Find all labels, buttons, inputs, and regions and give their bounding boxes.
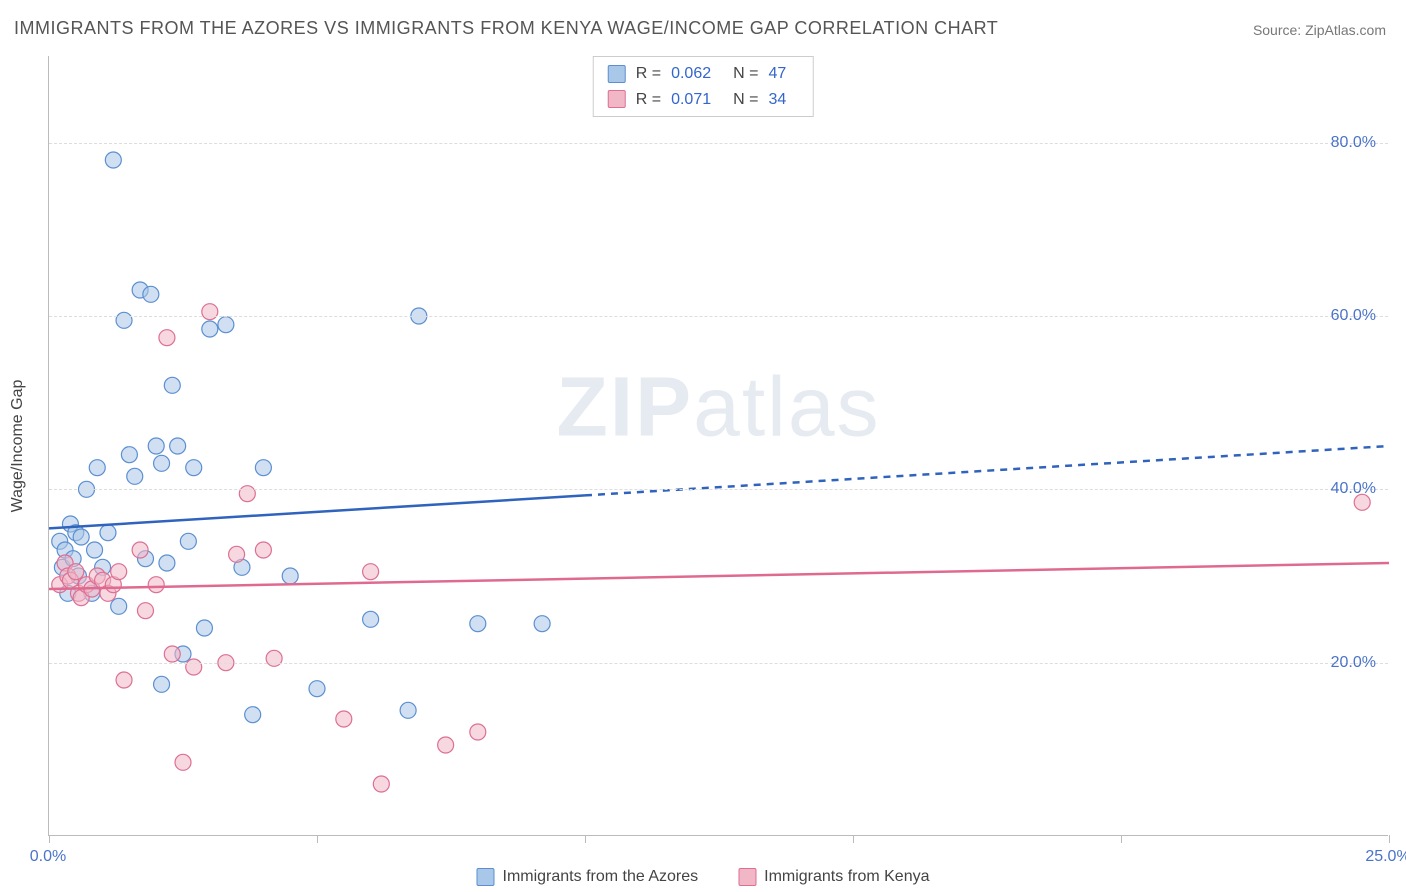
gridline — [49, 489, 1388, 490]
scatter-point — [470, 616, 486, 632]
scatter-point — [196, 620, 212, 636]
chart-title: IMMIGRANTS FROM THE AZORES VS IMMIGRANTS… — [14, 18, 998, 39]
scatter-point — [127, 468, 143, 484]
trend-line-solid — [49, 495, 585, 528]
n-value-0: 47 — [768, 61, 786, 87]
legend-swatch-azores — [476, 868, 494, 886]
scatter-point — [170, 438, 186, 454]
scatter-point — [154, 455, 170, 471]
x-tick — [317, 835, 318, 843]
scatter-point — [373, 776, 389, 792]
scatter-point — [336, 711, 352, 727]
scatter-point — [154, 676, 170, 692]
chart-svg — [49, 56, 1388, 835]
scatter-point — [218, 317, 234, 333]
scatter-point — [105, 152, 121, 168]
scatter-point — [132, 542, 148, 558]
x-tick — [853, 835, 854, 843]
scatter-point — [245, 707, 261, 723]
scatter-point — [111, 564, 127, 580]
scatter-point — [186, 659, 202, 675]
scatter-point — [148, 438, 164, 454]
scatter-point — [266, 650, 282, 666]
scatter-point — [255, 542, 271, 558]
swatch-kenya — [608, 90, 626, 108]
scatter-point — [470, 724, 486, 740]
swatch-azores — [608, 65, 626, 83]
legend-item-1: Immigrants from Kenya — [738, 868, 929, 886]
gridline — [49, 316, 1388, 317]
scatter-point — [239, 486, 255, 502]
scatter-point — [363, 611, 379, 627]
scatter-point — [186, 460, 202, 476]
scatter-point — [202, 321, 218, 337]
y-axis-label: Wage/Income Gap — [9, 380, 27, 513]
y-tick-label: 60.0% — [1331, 307, 1376, 325]
scatter-point — [87, 542, 103, 558]
trend-line-dashed — [585, 446, 1389, 495]
scatter-point — [180, 533, 196, 549]
scatter-point — [534, 616, 550, 632]
scatter-point — [438, 737, 454, 753]
scatter-point — [400, 702, 416, 718]
scatter-point — [116, 672, 132, 688]
stats-row-1: R = 0.071 N = 34 — [608, 87, 799, 113]
stats-row-0: R = 0.062 N = 47 — [608, 61, 799, 87]
y-tick-label: 80.0% — [1331, 134, 1376, 152]
x-tick — [49, 835, 50, 843]
legend-label-0: Immigrants from the Azores — [502, 868, 698, 886]
n-label-0: N = — [733, 61, 758, 87]
r-value-1: 0.071 — [671, 87, 711, 113]
scatter-point — [100, 525, 116, 541]
scatter-point — [229, 546, 245, 562]
legend-label-1: Immigrants from Kenya — [764, 868, 929, 886]
stats-box: R = 0.062 N = 47 R = 0.071 N = 34 — [593, 56, 814, 117]
scatter-point — [282, 568, 298, 584]
scatter-point — [111, 598, 127, 614]
x-tick-label: 0.0% — [30, 848, 66, 866]
r-label-0: R = — [636, 61, 661, 87]
source-label: Source: ZipAtlas.com — [1253, 22, 1386, 38]
r-value-0: 0.062 — [671, 61, 711, 87]
n-value-1: 34 — [768, 87, 786, 113]
scatter-point — [121, 447, 137, 463]
scatter-point — [202, 304, 218, 320]
y-tick-label: 40.0% — [1331, 480, 1376, 498]
gridline — [49, 143, 1388, 144]
x-tick — [585, 835, 586, 843]
r-label-1: R = — [636, 87, 661, 113]
scatter-point — [175, 754, 191, 770]
scatter-point — [164, 646, 180, 662]
legend-swatch-kenya — [738, 868, 756, 886]
scatter-point — [68, 564, 84, 580]
scatter-point — [116, 312, 132, 328]
scatter-point — [73, 529, 89, 545]
scatter-point — [255, 460, 271, 476]
scatter-point — [143, 286, 159, 302]
scatter-point — [137, 603, 153, 619]
y-tick-label: 20.0% — [1331, 654, 1376, 672]
x-tick — [1121, 835, 1122, 843]
bottom-legend: Immigrants from the Azores Immigrants fr… — [476, 868, 929, 886]
scatter-point — [363, 564, 379, 580]
scatter-point — [159, 330, 175, 346]
scatter-point — [164, 377, 180, 393]
scatter-point — [309, 681, 325, 697]
gridline — [49, 663, 1388, 664]
scatter-point — [148, 577, 164, 593]
n-label-1: N = — [733, 87, 758, 113]
legend-item-0: Immigrants from the Azores — [476, 868, 698, 886]
scatter-point — [159, 555, 175, 571]
scatter-point — [89, 460, 105, 476]
plot-area: ZIPatlas 20.0%40.0%60.0%80.0% — [48, 56, 1388, 836]
x-tick-label: 25.0% — [1365, 848, 1406, 866]
x-tick — [1389, 835, 1390, 843]
